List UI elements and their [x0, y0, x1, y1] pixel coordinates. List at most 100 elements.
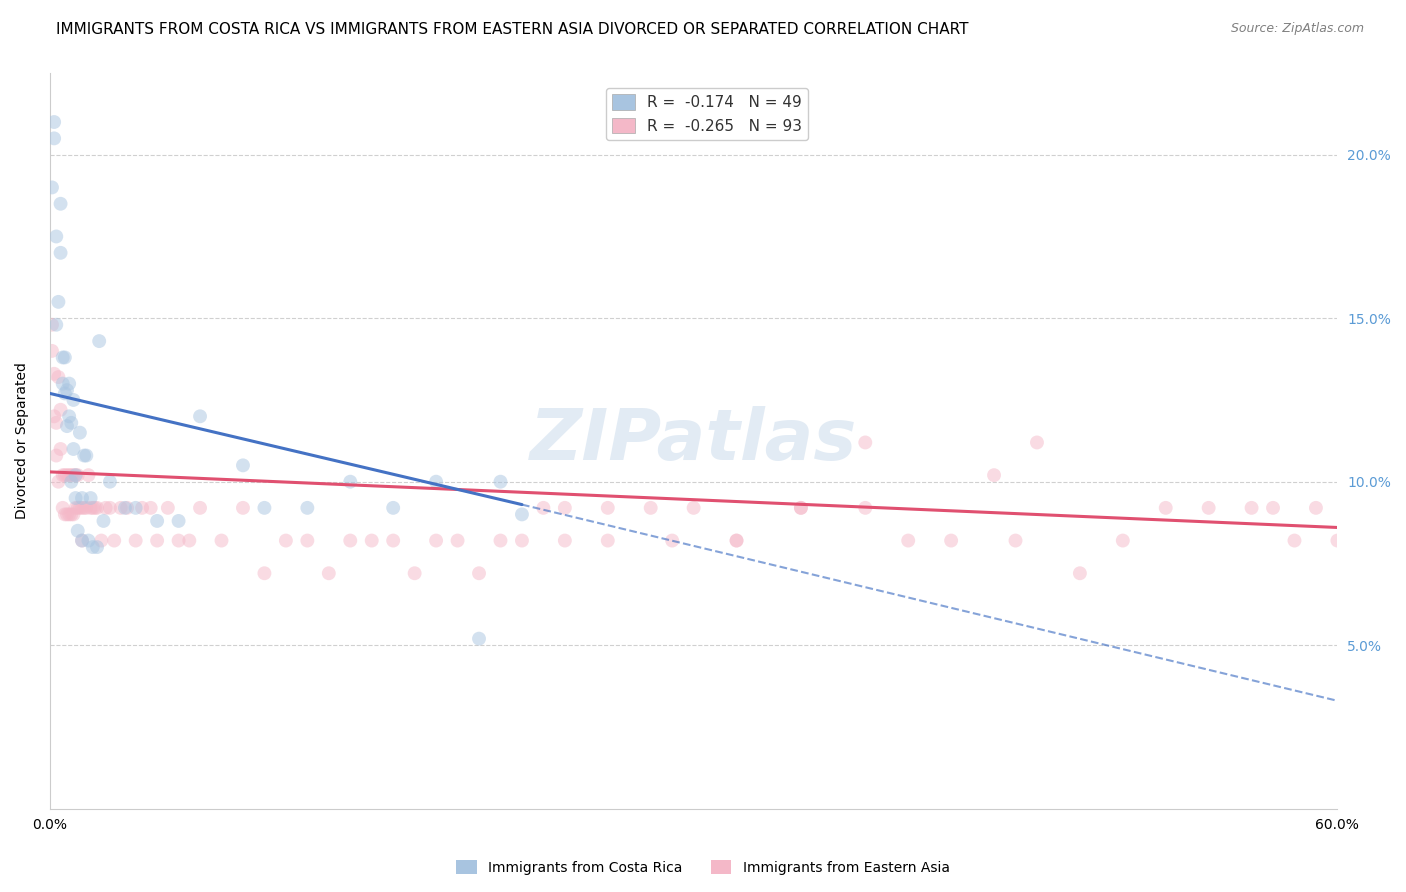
Point: [211, 533, 233, 548]
Point: [297, 500, 319, 515]
Point: [73, 449, 96, 463]
Point: [60, 416, 83, 430]
Point: [70, 491, 93, 505]
Point: [339, 475, 361, 489]
Point: [110, 500, 132, 515]
Point: [82, 500, 104, 515]
Point: [49, 245, 72, 260]
Point: [53, 351, 76, 365]
Point: [1284, 533, 1306, 548]
Point: [49, 442, 72, 456]
Point: [360, 533, 382, 548]
Point: [58, 376, 80, 391]
Point: [179, 533, 201, 548]
Point: [114, 500, 136, 515]
Point: [124, 533, 146, 548]
Point: [939, 533, 962, 548]
Point: [489, 475, 512, 489]
Point: [41, 318, 63, 332]
Point: [1004, 533, 1026, 548]
Point: [131, 500, 153, 515]
Point: [596, 500, 619, 515]
Point: [75, 449, 97, 463]
Point: [42, 409, 65, 424]
Point: [318, 566, 340, 581]
Point: [65, 500, 87, 515]
Legend: Immigrants from Costa Rica, Immigrants from Eastern Asia: Immigrants from Costa Rica, Immigrants f…: [451, 855, 955, 880]
Point: [89, 334, 111, 348]
Point: [58, 468, 80, 483]
Point: [65, 468, 87, 483]
Point: [66, 524, 89, 538]
Point: [62, 442, 84, 456]
Point: [60, 468, 83, 483]
Point: [790, 500, 813, 515]
Point: [510, 508, 533, 522]
Point: [45, 318, 67, 332]
Point: [468, 566, 491, 581]
Text: IMMIGRANTS FROM COSTA RICA VS IMMIGRANTS FROM EASTERN ASIA DIVORCED OR SEPARATED: IMMIGRANTS FROM COSTA RICA VS IMMIGRANTS…: [56, 22, 969, 37]
Point: [90, 533, 112, 548]
Point: [53, 468, 76, 483]
Point: [42, 115, 65, 129]
Point: [52, 376, 75, 391]
Point: [58, 409, 80, 424]
Point: [188, 500, 211, 515]
Point: [62, 508, 84, 522]
Point: [52, 468, 75, 483]
Point: [897, 533, 920, 548]
Point: [86, 540, 108, 554]
Point: [53, 508, 76, 522]
Point: [56, 468, 79, 483]
Point: [156, 500, 179, 515]
Point: [58, 508, 80, 522]
Point: [86, 500, 108, 515]
Point: [49, 402, 72, 417]
Point: [41, 343, 63, 358]
Point: [554, 533, 576, 548]
Point: [1069, 566, 1091, 581]
Point: [983, 468, 1005, 483]
Point: [139, 500, 162, 515]
Point: [115, 500, 138, 515]
Point: [1112, 533, 1135, 548]
Point: [1326, 533, 1348, 548]
Point: [297, 533, 319, 548]
Y-axis label: Divorced or Separated: Divorced or Separated: [15, 362, 30, 519]
Point: [468, 632, 491, 646]
Point: [42, 131, 65, 145]
Point: [60, 475, 83, 489]
Point: [42, 367, 65, 381]
Point: [1305, 500, 1327, 515]
Point: [60, 508, 83, 522]
Point: [232, 458, 254, 473]
Point: [382, 500, 405, 515]
Point: [48, 294, 70, 309]
Legend: R =  -0.174   N = 49, R =  -0.265   N = 93: R = -0.174 N = 49, R = -0.265 N = 93: [606, 88, 808, 140]
Point: [404, 566, 426, 581]
Point: [56, 508, 79, 522]
Point: [1198, 500, 1220, 515]
Point: [56, 419, 79, 434]
Point: [69, 425, 91, 440]
Point: [56, 383, 79, 397]
Point: [425, 475, 447, 489]
Point: [167, 514, 190, 528]
Point: [640, 500, 662, 515]
Point: [75, 500, 97, 515]
Point: [232, 500, 254, 515]
Point: [45, 449, 67, 463]
Point: [425, 533, 447, 548]
Point: [66, 468, 89, 483]
Text: ZIPatlas: ZIPatlas: [530, 407, 858, 475]
Point: [554, 500, 576, 515]
Point: [531, 500, 554, 515]
Point: [62, 392, 84, 407]
Point: [725, 533, 748, 548]
Point: [45, 229, 67, 244]
Point: [77, 533, 100, 548]
Point: [82, 540, 104, 554]
Point: [65, 468, 87, 483]
Point: [188, 409, 211, 424]
Point: [339, 533, 361, 548]
